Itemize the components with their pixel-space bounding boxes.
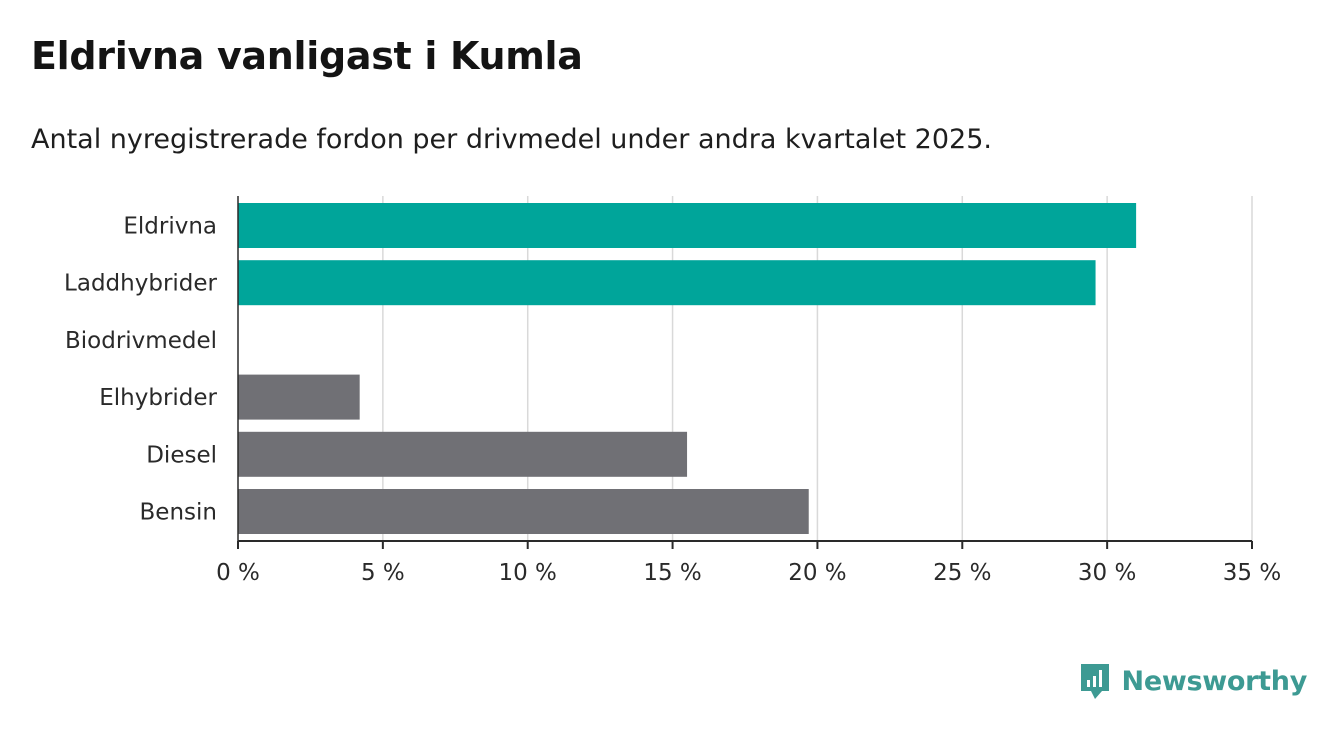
x-tick-label: 35 % xyxy=(1223,560,1281,586)
bar xyxy=(238,431,688,477)
bar xyxy=(238,374,360,420)
x-tick-label: 30 % xyxy=(1078,560,1136,586)
x-tick-label: 20 % xyxy=(788,560,846,586)
chart-subtitle: Antal nyregistrerade fordon per drivmede… xyxy=(31,124,992,155)
bar xyxy=(238,489,809,534)
bar xyxy=(238,260,1096,306)
brand-name: Newsworthy xyxy=(1121,665,1308,697)
category-label: Diesel xyxy=(146,442,217,468)
category-label: Biodrivmedel xyxy=(65,328,217,354)
x-tick-label: 15 % xyxy=(643,560,701,586)
brand-logo: Newsworthy xyxy=(1078,660,1307,702)
category-label: Elhybrider xyxy=(99,385,217,411)
chart-title: Eldrivna vanligast i Kumla xyxy=(31,34,583,78)
x-tick-label: 0 % xyxy=(216,560,260,586)
bar-chart-speech-bubble-icon xyxy=(1080,664,1109,699)
x-tick-label: 5 % xyxy=(361,560,405,586)
category-label: Laddhybrider xyxy=(64,271,217,297)
category-label: Eldrivna xyxy=(123,214,217,240)
bar xyxy=(238,203,1137,248)
category-label: Bensin xyxy=(140,500,217,526)
x-tick-label: 10 % xyxy=(498,560,556,586)
x-tick-label: 25 % xyxy=(933,560,991,586)
